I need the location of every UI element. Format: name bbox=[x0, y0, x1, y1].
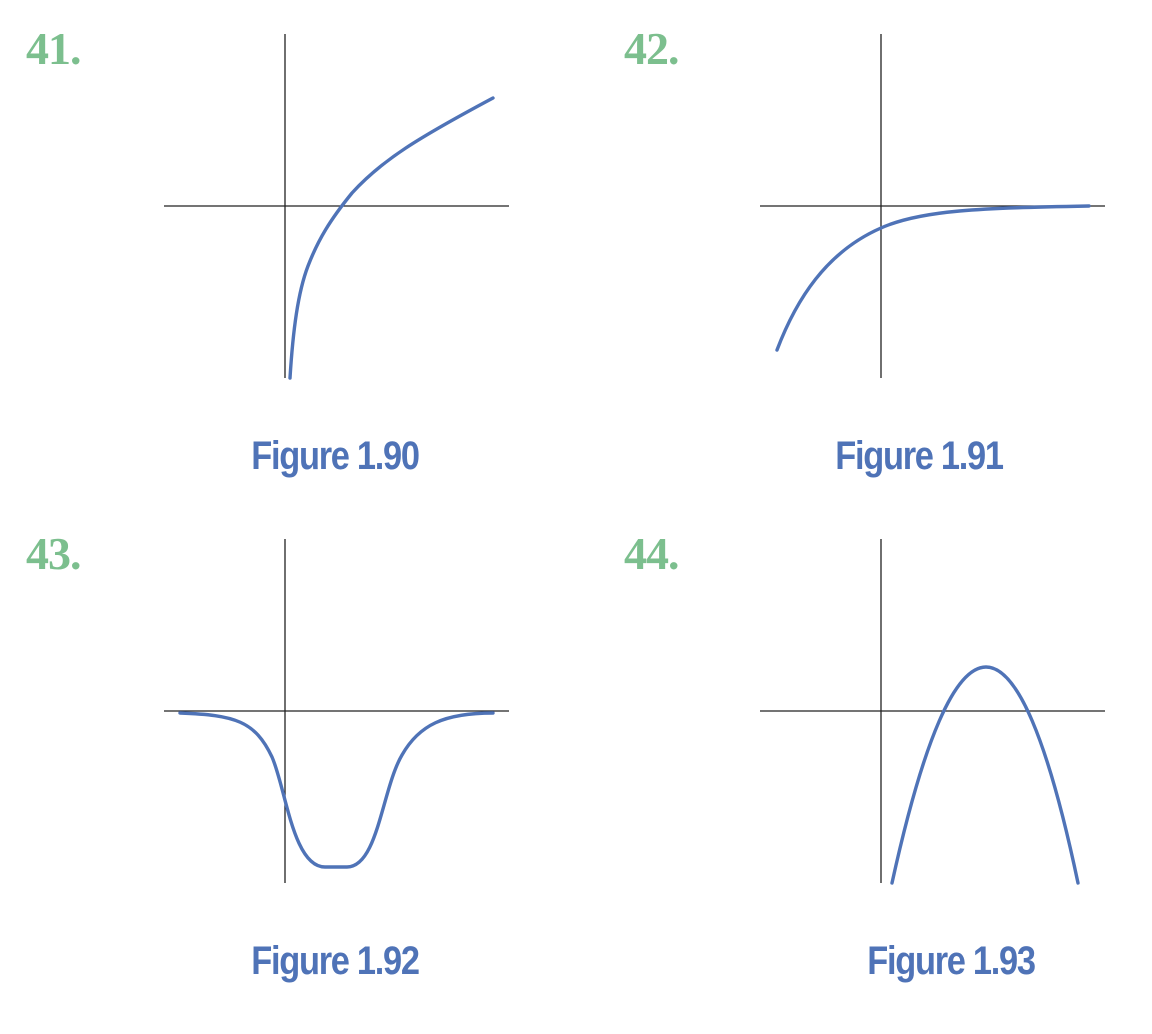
function-curve bbox=[775, 204, 1091, 352]
function-curve bbox=[288, 96, 495, 380]
graph-figure-1-90 bbox=[164, 34, 509, 380]
problem-number: 43. bbox=[26, 528, 81, 579]
problem-44: 44. Figure 1.93 bbox=[576, 505, 1152, 1010]
problem-41: 41. Figure 1.90 bbox=[0, 0, 576, 505]
graph-figure-1-93 bbox=[760, 539, 1105, 885]
graph-figure-1-92 bbox=[164, 539, 509, 883]
function-curve bbox=[178, 711, 495, 869]
figure-caption: Figure 1.92 bbox=[251, 939, 420, 983]
problem-number: 41. bbox=[26, 23, 81, 74]
function-curve bbox=[890, 665, 1080, 885]
figure-caption: Figure 1.91 bbox=[835, 434, 1004, 478]
graph-figure-1-91 bbox=[760, 34, 1105, 378]
problem-number: 42. bbox=[624, 23, 679, 74]
problem-42: 42. Figure 1.91 bbox=[576, 0, 1152, 505]
problem-43: 43. Figure 1.92 bbox=[0, 505, 576, 1010]
problem-number: 44. bbox=[624, 528, 679, 579]
figure-caption: Figure 1.90 bbox=[251, 434, 420, 478]
figure-caption: Figure 1.93 bbox=[867, 939, 1036, 983]
